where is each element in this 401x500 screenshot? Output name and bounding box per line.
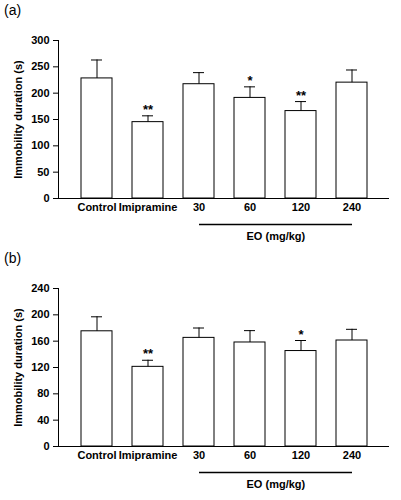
- svg-text:300: 300: [31, 34, 49, 46]
- svg-text:240: 240: [343, 201, 361, 213]
- svg-text:Immobility duration (s): Immobility duration (s): [12, 60, 24, 179]
- svg-text:0: 0: [43, 192, 49, 204]
- svg-text:*: *: [247, 73, 253, 88]
- svg-text:Imipramine: Imipramine: [119, 201, 178, 213]
- svg-text:EO (mg/kg): EO (mg/kg): [247, 478, 306, 490]
- svg-text:240: 240: [31, 282, 49, 294]
- html-text:(b): (b): [4, 250, 22, 266]
- svg-text:120: 120: [31, 361, 49, 373]
- svg-text:150: 150: [31, 113, 49, 125]
- svg-text:Imipramine: Imipramine: [119, 449, 178, 461]
- svg-text:0: 0: [43, 440, 49, 452]
- svg-text:250: 250: [31, 60, 49, 72]
- svg-text:40: 40: [37, 414, 49, 426]
- svg-text:30: 30: [193, 449, 205, 461]
- svg-text:240: 240: [343, 449, 361, 461]
- svg-text:**: **: [296, 88, 307, 103]
- svg-text:200: 200: [31, 87, 49, 99]
- svg-text:200: 200: [31, 308, 49, 320]
- svg-text:60: 60: [244, 449, 256, 461]
- html-text:(a): (a): [4, 2, 22, 18]
- svg-text:160: 160: [31, 335, 49, 347]
- svg-text:100: 100: [31, 139, 49, 151]
- svg-text:50: 50: [37, 166, 49, 178]
- svg-text:Immobility duration (s): Immobility duration (s): [12, 308, 24, 427]
- svg-text:60: 60: [244, 201, 256, 213]
- svg-text:120: 120: [292, 449, 310, 461]
- svg-text:80: 80: [37, 387, 49, 399]
- svg-text:Control: Control: [77, 449, 116, 461]
- svg-text:30: 30: [193, 201, 205, 213]
- svg-text:**: **: [143, 346, 154, 361]
- svg-text:*: *: [298, 327, 304, 342]
- svg-text:120: 120: [292, 201, 310, 213]
- svg-text:Control: Control: [77, 201, 116, 213]
- svg-text:**: **: [143, 102, 154, 117]
- svg-text:EO (mg/kg): EO (mg/kg): [247, 230, 306, 242]
